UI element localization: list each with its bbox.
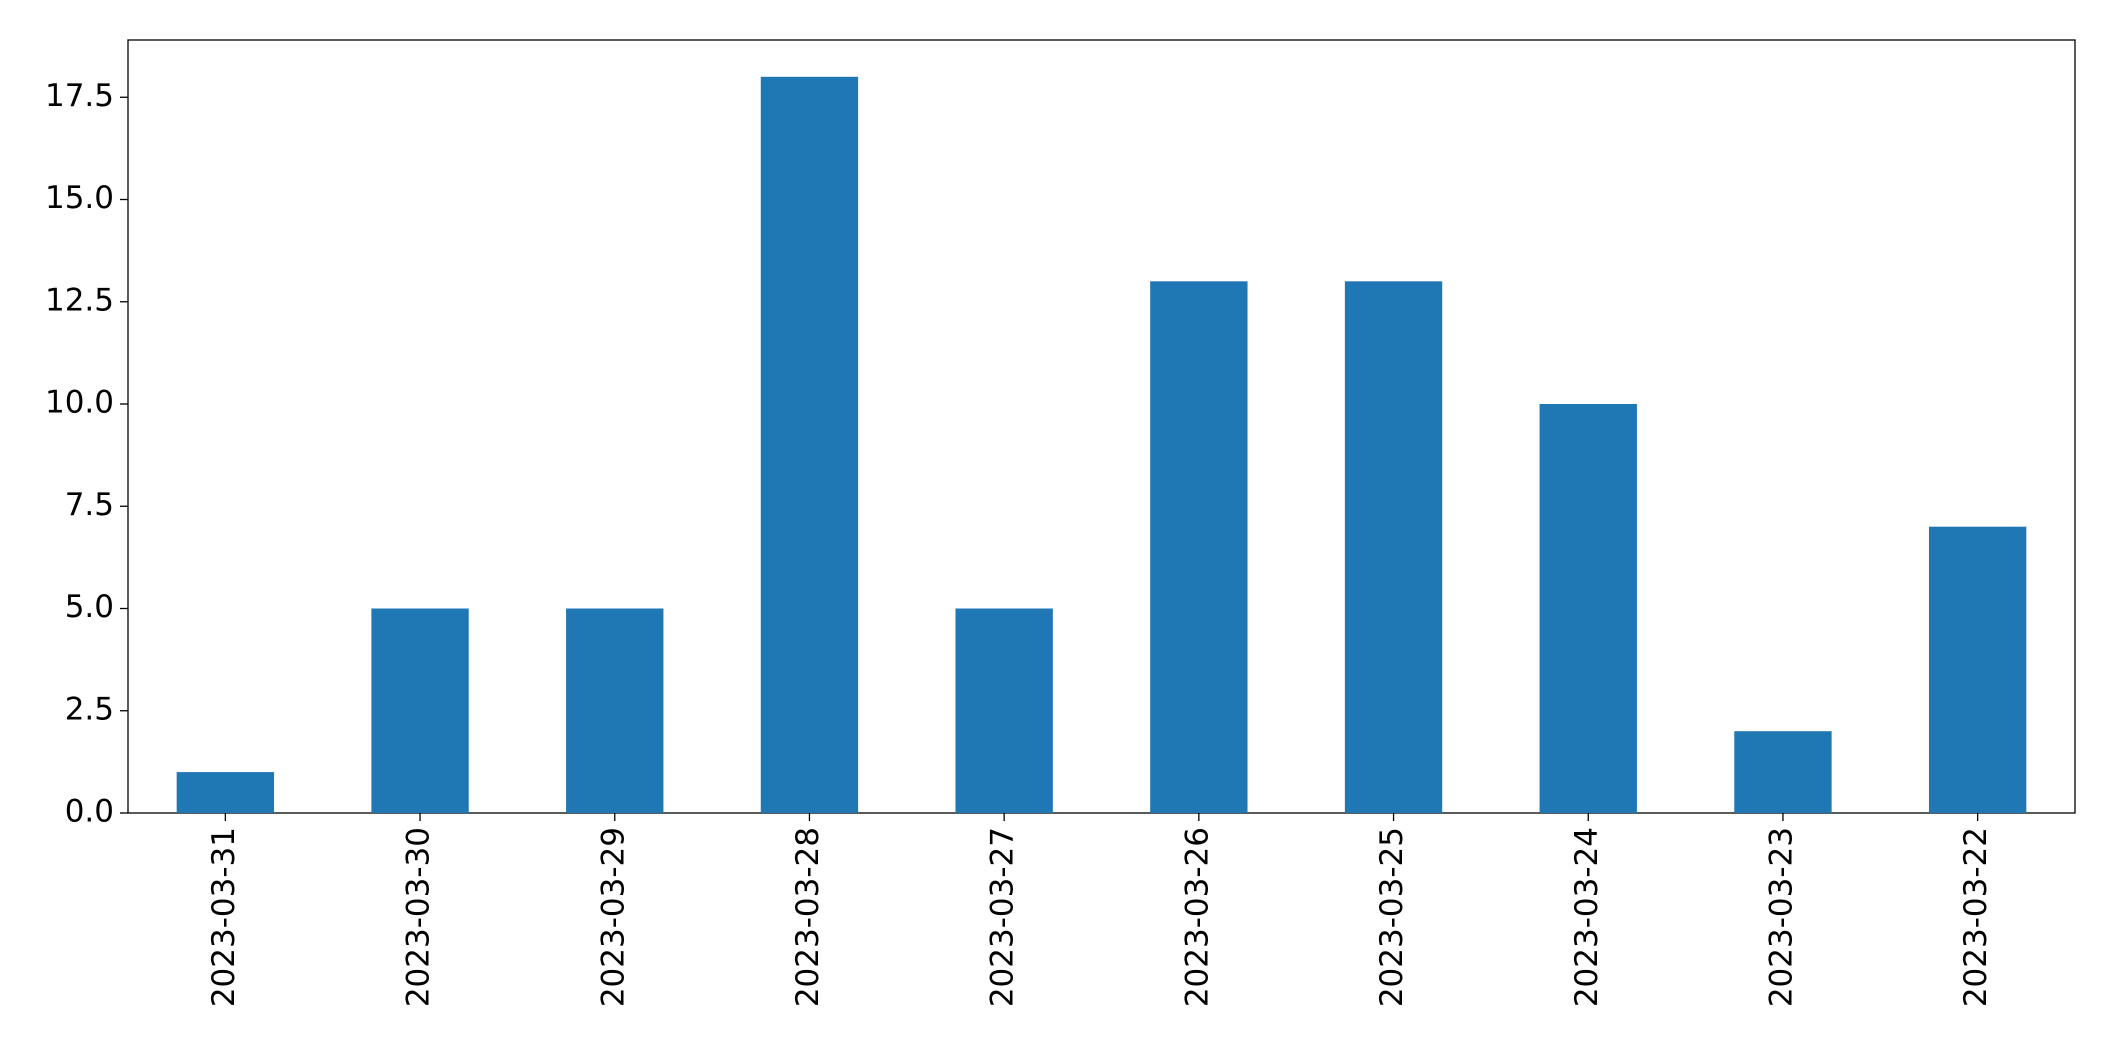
y-tick-label: 0.0: [65, 794, 114, 830]
bar: [1150, 281, 1248, 813]
x-tick-label: 2023-03-30: [401, 827, 437, 1007]
y-tick-label: 17.5: [45, 78, 114, 114]
bar: [1344, 281, 1443, 813]
y-tick-label: 12.5: [45, 282, 114, 318]
x-tick-label: 2023-03-22: [1958, 827, 1994, 1007]
x-tick-label: 2023-03-29: [595, 827, 631, 1007]
y-tick-label: 2.5: [65, 691, 114, 727]
bar: [1734, 731, 1832, 813]
bar: [371, 608, 469, 813]
y-tick-label: 5.0: [65, 589, 114, 625]
x-tick-label: 2023-03-23: [1763, 827, 1799, 1007]
axes-frame: [127, 39, 2076, 814]
bar: [1928, 526, 2027, 813]
x-tick-label: 2023-03-25: [1374, 827, 1410, 1007]
y-tick-label: 7.5: [65, 487, 114, 523]
bar: [760, 76, 859, 814]
bar: [955, 608, 1053, 813]
bar: [1539, 404, 1637, 813]
bar: [566, 608, 664, 813]
y-tick-label: 10.0: [45, 385, 114, 421]
x-tick-label: 2023-03-27: [985, 827, 1021, 1007]
x-tick-label: 2023-03-28: [790, 827, 826, 1007]
x-tick-label: 2023-03-31: [206, 827, 242, 1007]
bar: [176, 772, 275, 813]
x-tick-label: 2023-03-26: [1179, 827, 1215, 1007]
y-tick-label: 15.0: [45, 180, 114, 216]
x-tick-label: 2023-03-24: [1569, 827, 1605, 1007]
